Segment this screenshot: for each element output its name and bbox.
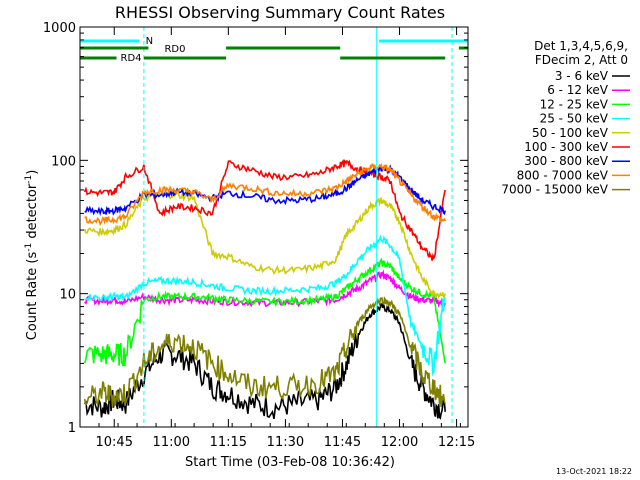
x-tick-label: 11:00 <box>153 435 190 450</box>
legend-header-line-2: FDecim 2, Att 0 <box>535 53 628 67</box>
rd0-bar-label: RD0 <box>164 44 185 55</box>
y-axis-label-main: Count Rate (s <box>25 252 40 341</box>
x-tick-label: 11:15 <box>210 435 247 450</box>
legend-header-line-1: Det 1,3,4,5,6,9, <box>534 39 628 53</box>
state-bars: N RD0 RD4 <box>80 36 468 64</box>
x-tick-label: 10:45 <box>96 435 133 450</box>
y-axis-label: Count Rate (s-1 detector-1) <box>24 170 40 341</box>
x-tick-label: 12:00 <box>381 435 418 450</box>
series-line-4 <box>84 234 446 377</box>
plot-frame <box>79 26 469 428</box>
chart-title: RHESSI Observing Summary Count Rates <box>115 3 445 22</box>
y-axis-label-sup1: -1 <box>24 243 34 252</box>
x-axis-label: Start Time (03-Feb-08 10:36:42) <box>185 455 395 470</box>
legend-entry-label: 3 - 6 keV <box>555 69 609 83</box>
footer-timestamp: 13-Oct-2021 18:22 <box>556 467 632 476</box>
series-line-2 <box>84 269 446 308</box>
y-axis-label-sup2: -1 <box>24 175 34 184</box>
y-tick-label: 1 <box>68 421 76 436</box>
markers-layer <box>143 27 453 427</box>
rd4-bar-label: RD4 <box>121 53 142 64</box>
y-tick-label: 1000 <box>43 21 76 36</box>
legend-entry-label: 7000 - 15000 keV <box>501 183 608 197</box>
legend-entry-label: 800 - 7000 keV <box>517 168 609 182</box>
y-axis-label-mid: detector <box>25 183 40 243</box>
legend-entry-label: 50 - 100 keV <box>532 126 609 140</box>
y-tick-label: 10 <box>59 288 76 303</box>
x-tick-label: 11:30 <box>267 435 304 450</box>
x-tick-label: 12:15 <box>438 435 475 450</box>
y-axis-label-end: ) <box>25 170 40 175</box>
legend-entry-label: 100 - 300 keV <box>524 140 608 154</box>
legend-entry-label: 25 - 50 keV <box>540 112 609 126</box>
legend-entry-label: 300 - 800 keV <box>524 154 608 168</box>
axes: 1 10 100 1000 10:45 11:00 11:15 11:30 11:45 12:00… <box>43 21 475 450</box>
x-tick-label: 11:45 <box>324 435 361 450</box>
series-line-8 <box>84 162 446 227</box>
legend: Det 1,3,4,5,6,9, FDecim 2, Att 0 3 - 6 k… <box>501 39 630 197</box>
y-tick-label: 100 <box>51 154 76 169</box>
legend-entry-label: 12 - 25 keV <box>540 97 609 111</box>
night-bar-label: N <box>146 36 153 47</box>
legend-entry-label: 6 - 12 keV <box>547 83 609 97</box>
series-line-6 <box>83 159 446 261</box>
